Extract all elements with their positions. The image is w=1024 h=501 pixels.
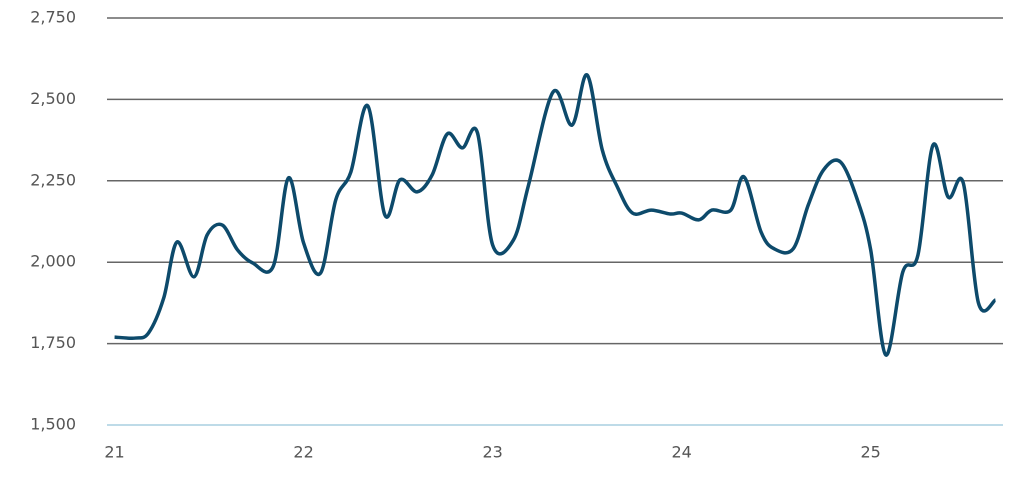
y-tick-label: 2,000	[30, 252, 76, 271]
x-tick-label: 22	[293, 443, 313, 462]
x-tick-label: 21	[104, 443, 124, 462]
y-tick-label: 2,750	[30, 8, 76, 27]
x-tick-label: 23	[482, 443, 502, 462]
y-tick-label: 2,250	[30, 170, 76, 189]
x-tick-label: 24	[671, 443, 691, 462]
x-tick-label: 25	[860, 443, 880, 462]
y-tick-label: 1,500	[30, 415, 76, 434]
line-series	[114, 73, 997, 357]
y-tick-label: 1,750	[30, 333, 76, 352]
y-tick-label: 2,500	[30, 89, 76, 108]
